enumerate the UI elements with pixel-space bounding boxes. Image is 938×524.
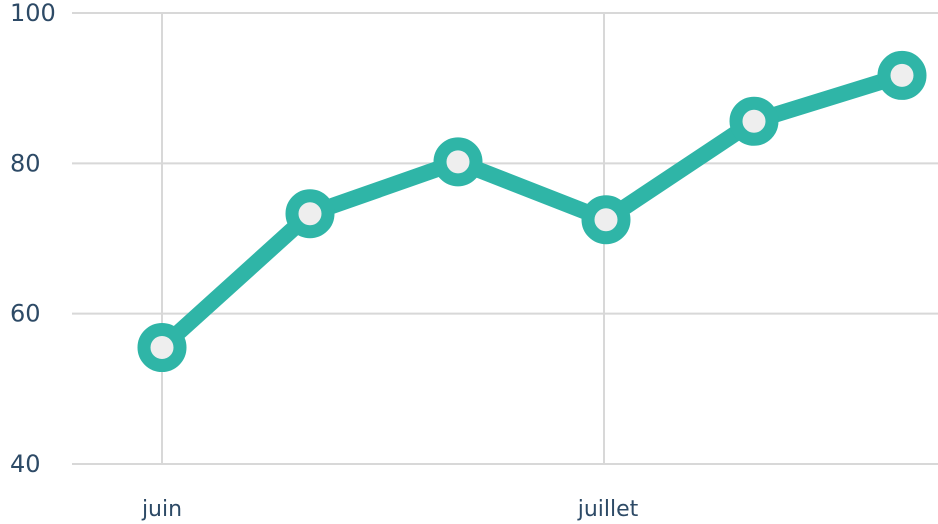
data-point-1 <box>285 189 335 239</box>
series-line-0 <box>154 67 910 356</box>
x-tick-label-juin: juin <box>141 497 182 522</box>
x-tick-label-juillet: juillet <box>577 497 639 522</box>
grid-layer <box>72 12 938 465</box>
y-tick-label-60: 60 <box>10 300 41 328</box>
series-layer <box>137 50 927 372</box>
y-tick-label-100: 100 <box>10 0 56 27</box>
data-point-3 <box>581 195 631 245</box>
data-point-4 <box>729 96 779 146</box>
y-tick-label-80: 80 <box>10 149 41 177</box>
data-point-2 <box>433 137 483 187</box>
axis-labels: 40 60 80 100 juin juillet <box>10 0 639 522</box>
y-tick-label-40: 40 <box>10 450 41 478</box>
data-point-0 <box>137 322 187 372</box>
data-point-5 <box>877 50 927 100</box>
